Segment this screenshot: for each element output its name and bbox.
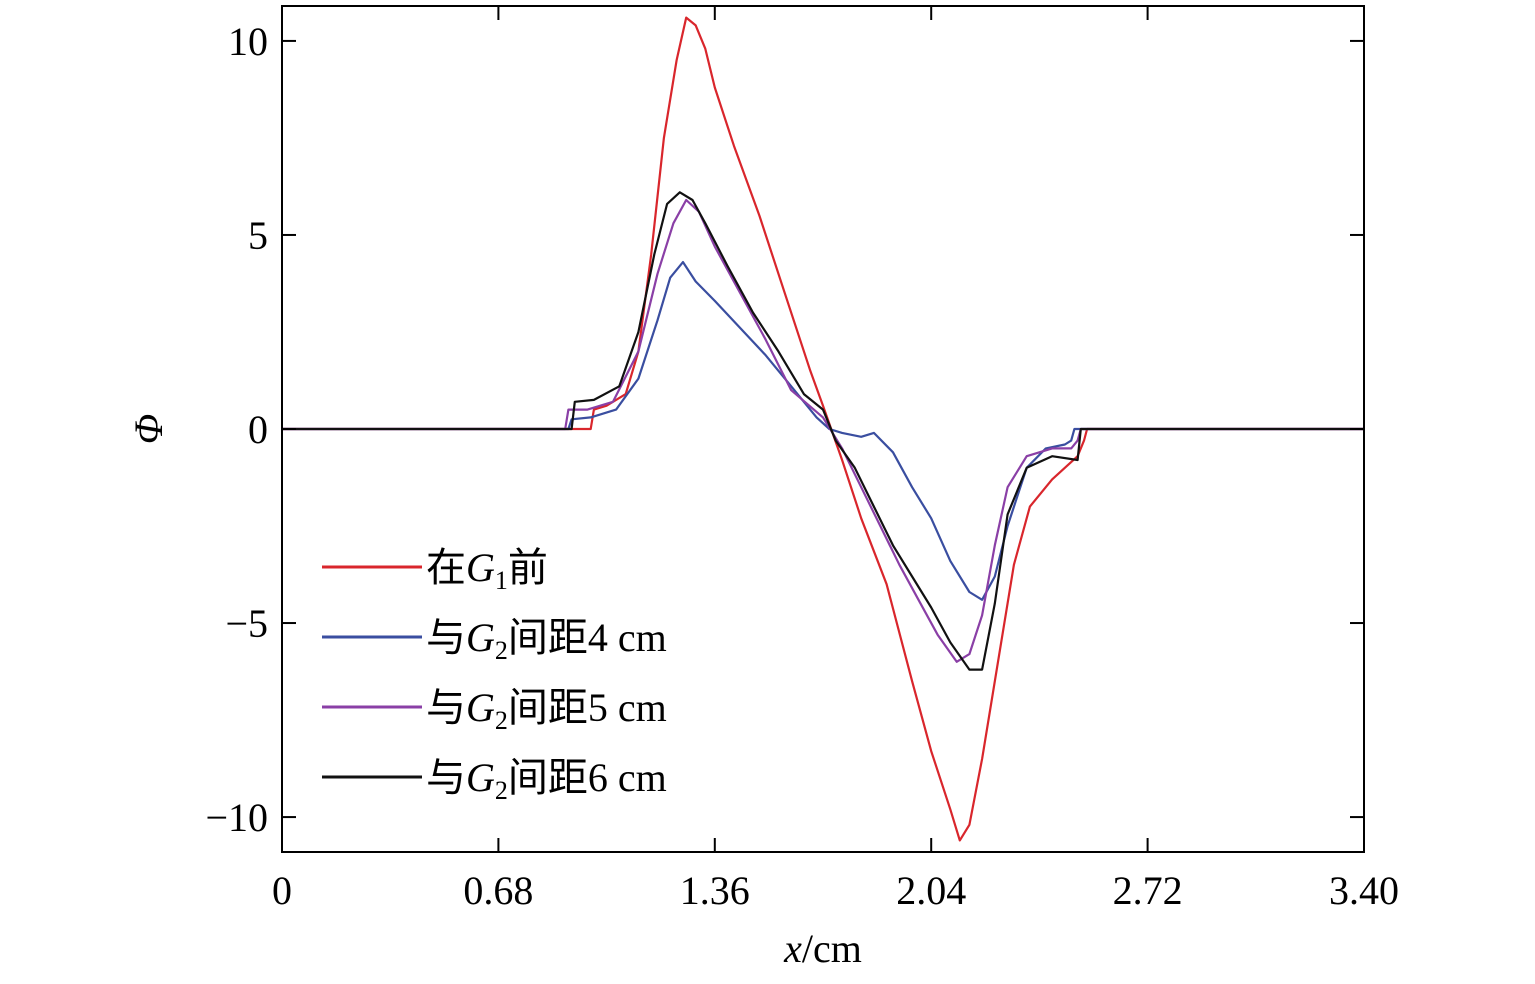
legend-label-2: 与G2间距4 cm [426,615,667,665]
y-tick-label: 0 [248,407,268,452]
x-tick-label: 1.36 [680,868,750,913]
series-line-2 [282,261,1364,601]
x-tick-label: 2.04 [896,868,966,913]
y-axis-label: Φ [126,414,171,444]
legend-label-1: 在G1前 [426,545,548,595]
x-axis-label: x/cm [783,926,862,971]
x-tick-label: 0 [272,868,292,913]
y-tick-label: −5 [225,601,268,646]
x-axis-label-variable: x [783,926,802,971]
x-axis-label-unit: /cm [802,926,862,971]
x-tick-label: 2.72 [1113,868,1183,913]
y-tick-label: −10 [205,795,268,840]
y-tick-labels: 10 5 0 −5 −10 [205,19,268,840]
legend-label-4: 与G2间距6 cm [426,755,667,805]
series-line-1 [282,16,1364,842]
x-tick-labels: 0 0.68 1.36 2.04 2.72 3.40 [272,868,1399,913]
axis-ticks [281,6,1365,852]
series-line-4 [282,191,1364,671]
y-tick-label: 10 [228,19,268,64]
legend-label-3: 与G2间距5 cm [426,685,667,735]
series-lines [282,16,1364,842]
x-tick-label: 3.40 [1329,868,1399,913]
series-line-3 [282,198,1364,663]
x-tick-label: 0.68 [463,868,533,913]
y-tick-label: 5 [248,213,268,258]
